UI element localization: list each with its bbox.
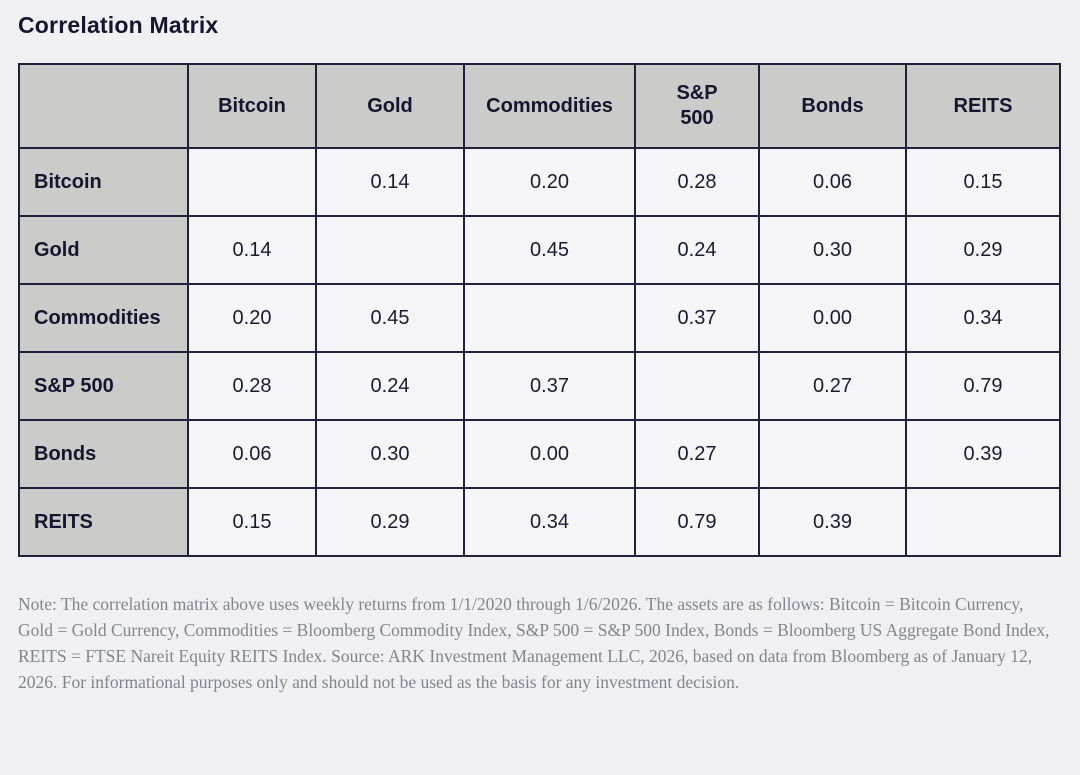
correlation-cell: 0.29 [315,487,465,557]
correlation-cell: 0.24 [315,351,465,421]
correlation-cell: 0.06 [187,419,317,489]
correlation-cell [463,283,636,353]
header-row: Bitcoin Gold Commodities S&P 500 Bonds R… [18,63,1061,149]
corner-cell [18,63,189,149]
correlation-table: Bitcoin Gold Commodities S&P 500 Bonds R… [18,63,1061,557]
correlation-cell: 0.00 [463,419,636,489]
correlation-cell [634,351,760,421]
row-label-gold: Gold [18,215,189,285]
table-row-gold: Gold 0.14 0.45 0.24 0.30 0.29 [18,215,1061,285]
correlation-cell: 0.37 [634,283,760,353]
correlation-cell: 0.20 [187,283,317,353]
correlation-cell: 0.45 [315,283,465,353]
row-label-bonds: Bonds [18,419,189,489]
correlation-cell: 0.79 [905,351,1061,421]
correlation-cell [315,215,465,285]
correlation-cell: 0.37 [463,351,636,421]
correlation-cell: 0.30 [315,419,465,489]
column-header-sp500: S&P 500 [634,63,760,149]
correlation-cell: 0.15 [187,487,317,557]
page-title: Correlation Matrix [18,12,219,38]
column-header-reits: REITS [905,63,1061,149]
correlation-cell: 0.28 [634,147,760,217]
table-row-bonds: Bonds 0.06 0.30 0.00 0.27 0.39 [18,419,1061,489]
correlation-cell: 0.39 [905,419,1061,489]
row-label-reits: REITS [18,487,189,557]
column-header-gold: Gold [315,63,465,149]
correlation-cell: 0.20 [463,147,636,217]
correlation-cell: 0.14 [187,215,317,285]
row-label-sp500: S&P 500 [18,351,189,421]
row-label-commodities: Commodities [18,283,189,353]
column-header-bonds: Bonds [758,63,907,149]
correlation-cell: 0.30 [758,215,907,285]
table-row-sp500: S&P 500 0.28 0.24 0.37 0.27 0.79 [18,351,1061,421]
correlation-cell: 0.34 [463,487,636,557]
footnote: Note: The correlation matrix above uses … [18,594,1050,692]
correlation-cell: 0.27 [634,419,760,489]
correlation-cell [187,147,317,217]
correlation-cell: 0.00 [758,283,907,353]
correlation-cell: 0.27 [758,351,907,421]
correlation-cell [905,487,1061,557]
correlation-cell: 0.14 [315,147,465,217]
correlation-cell [758,419,907,489]
correlation-cell: 0.29 [905,215,1061,285]
correlation-cell: 0.24 [634,215,760,285]
correlation-cell: 0.45 [463,215,636,285]
correlation-cell: 0.28 [187,351,317,421]
correlation-cell: 0.06 [758,147,907,217]
table-row-commodities: Commodities 0.20 0.45 0.37 0.00 0.34 [18,283,1061,353]
table-row-bitcoin: Bitcoin 0.14 0.20 0.28 0.06 0.15 [18,147,1061,217]
correlation-cell: 0.15 [905,147,1061,217]
table-row-reits: REITS 0.15 0.29 0.34 0.79 0.39 [18,487,1061,557]
correlation-cell: 0.79 [634,487,760,557]
correlation-cell: 0.34 [905,283,1061,353]
column-header-commodities: Commodities [463,63,636,149]
column-header-bitcoin: Bitcoin [187,63,317,149]
row-label-bitcoin: Bitcoin [18,147,189,217]
correlation-cell: 0.39 [758,487,907,557]
